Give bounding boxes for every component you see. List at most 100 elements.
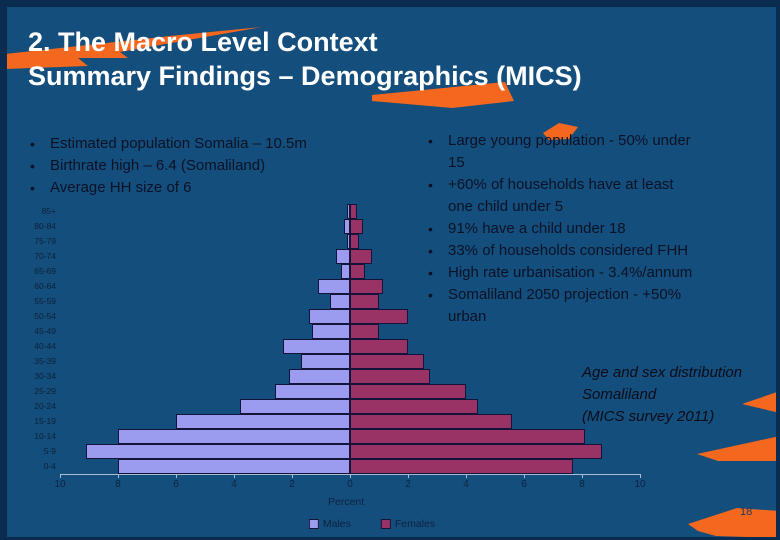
axis-tick-icon	[640, 474, 641, 478]
males-bar	[341, 264, 350, 279]
x-axis-title: Percent	[328, 496, 365, 508]
axis-tick-label: 10	[634, 479, 646, 490]
pyramid-row: 40-44	[22, 339, 640, 354]
pyramid-row: 35-39	[22, 354, 640, 369]
bullet-item: • Large young population - 50% under 15	[428, 130, 768, 174]
slide-border-top	[0, 0, 780, 7]
axis-tick-icon	[234, 474, 235, 478]
pyramid-row: 60-64	[22, 279, 640, 294]
pyramid-plot-row	[60, 264, 640, 279]
pyramid-plot-row	[60, 459, 640, 474]
females-bar	[350, 429, 585, 444]
pyramid-plot-row	[60, 399, 640, 414]
pyramid-row: 55-59	[22, 294, 640, 309]
axis-tick-icon	[350, 474, 351, 478]
title-line-1: 2. The Macro Level Context	[28, 27, 378, 57]
pyramid-row: 80-84	[22, 219, 640, 234]
axis-tick-label: 4	[463, 479, 469, 490]
bullet-marker-icon: •	[30, 136, 35, 152]
age-group-label: 25-29	[34, 386, 56, 396]
axis-tick-icon	[408, 474, 409, 478]
males-bar	[318, 279, 350, 294]
bullet-marker-icon: •	[428, 177, 433, 193]
pyramid-row: 75-79	[22, 234, 640, 249]
axis-tick-icon	[292, 474, 293, 478]
slide-border-left	[0, 0, 7, 540]
age-group-label: 65-69	[34, 266, 56, 276]
legend-item-males: Males	[308, 518, 351, 530]
age-group-label: 60-64	[34, 281, 56, 291]
females-bar	[350, 309, 408, 324]
bullet-text: 33% of households considered FHH	[448, 242, 689, 259]
females-bar	[350, 294, 379, 309]
pyramid-row: 65-69	[22, 264, 640, 279]
bullet-item: • Average HH size of 6	[30, 177, 425, 199]
x-axis: 10 8 6 4 2 0 2 4 6 8 10	[54, 474, 646, 490]
bullet-item: • 33% of households considered FHH	[428, 240, 768, 262]
bullet-item: • Somaliland 2050 projection - +50% urban	[428, 284, 768, 328]
page-number: 18	[740, 506, 753, 518]
pyramid-plot-row	[60, 444, 640, 459]
bullet-text: Large young population - 50% under 15	[448, 132, 691, 171]
axis-tick-icon	[176, 474, 177, 478]
axis-tick-icon	[466, 474, 467, 478]
pyramid-row: 0-4	[22, 459, 640, 474]
legend-item-females: Females	[380, 518, 436, 530]
age-group-label: 35-39	[34, 356, 56, 366]
axis-tick-label: 0	[347, 479, 353, 490]
males-bar	[86, 444, 350, 459]
pyramid-plot-row	[60, 279, 640, 294]
bullet-item: • High rate urbanisation - 3.4%/annum	[428, 262, 768, 284]
males-bar	[347, 204, 350, 219]
males-bar	[274, 384, 350, 399]
pyramid-rows: 85+ 80-84 75-79 70-74 65-69 60-64 55-59 50-54 45…	[22, 204, 640, 474]
bullet-marker-icon: •	[428, 287, 433, 303]
bullet-text: High rate urbanisation - 3.4%/annum	[448, 264, 693, 281]
right-bullet-list: • Large young population - 50% under 15 • +6…	[428, 130, 768, 328]
pyramid-plot-row	[60, 294, 640, 309]
chart-legend: Males Females	[308, 518, 436, 530]
pyramid-row: 5-9	[22, 444, 640, 459]
pyramid-plot-row	[60, 369, 640, 384]
slide-border-bottom	[0, 537, 780, 540]
axis-tick-icon	[118, 474, 119, 478]
axis-tick-label: 2	[289, 479, 295, 490]
males-bar	[118, 459, 350, 474]
males-bar	[118, 429, 350, 444]
left-bullet-list: • Estimated population Somalia – 10.5m • Bi…	[30, 133, 425, 199]
bullet-marker-icon: •	[428, 243, 433, 259]
females-bar	[350, 354, 424, 369]
bullet-text: 91% have a child under 18	[448, 220, 626, 237]
age-group-label: 30-34	[34, 371, 56, 381]
bullet-marker-icon: •	[428, 265, 433, 281]
axis-tick-label: 6	[173, 479, 179, 490]
males-bar	[347, 234, 350, 249]
males-bar	[176, 414, 350, 429]
pyramid-plot-row	[60, 354, 640, 369]
age-group-label: 75-79	[34, 236, 56, 246]
axis-tick-icon	[524, 474, 525, 478]
title-line-2: Summary Findings – Demographics (MICS)	[28, 61, 582, 91]
males-bar	[329, 294, 350, 309]
pyramid-plot-row	[60, 429, 640, 444]
bullet-text: Estimated population Somalia – 10.5m	[50, 135, 307, 152]
bullet-marker-icon: •	[30, 158, 35, 174]
legend-label-females: Females	[394, 518, 436, 530]
pyramid-plot-row	[60, 324, 640, 339]
pyramid-plot-row	[60, 384, 640, 399]
bullet-item: • Birthrate high – 6.4 (Somaliland)	[30, 155, 425, 177]
axis-tick-label: 8	[579, 479, 585, 490]
age-group-label: 85+	[41, 206, 56, 216]
orange-corner-blob-icon	[688, 508, 780, 538]
males-bar	[309, 309, 350, 324]
pyramid-row: 25-29	[22, 384, 640, 399]
males-swatch-icon	[308, 519, 319, 529]
pyramid-row: 70-74	[22, 249, 640, 264]
pyramid-plot-row	[60, 309, 640, 324]
pyramid-plot-row	[60, 219, 640, 234]
bullet-text: +60% of households have at least one chil…	[448, 176, 674, 215]
age-group-label: 50-54	[34, 311, 56, 321]
females-bar	[350, 369, 430, 384]
bullet-item: • 91% have a child under 18	[428, 218, 768, 240]
